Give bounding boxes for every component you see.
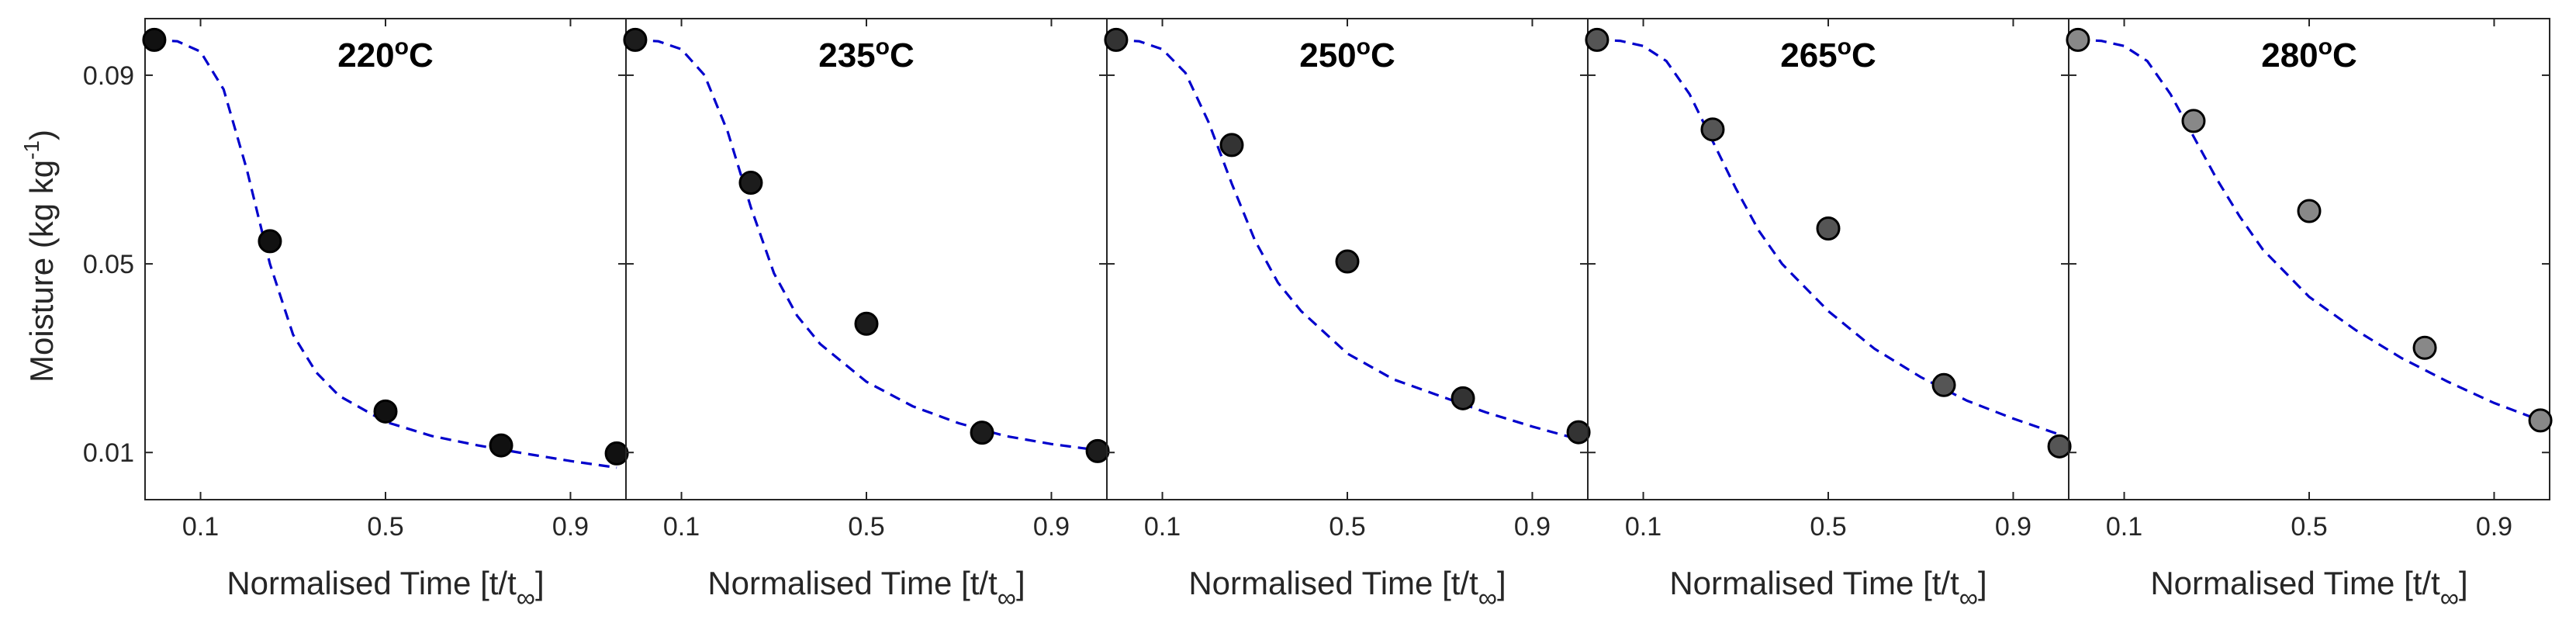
model-curve — [634, 38, 1098, 452]
data-point — [1700, 117, 1725, 142]
x-tick-label: 0.1 — [663, 512, 700, 542]
x-axis-label: Normalised Time [t/t∞] — [1188, 565, 1506, 613]
x-tick-label: 0.9 — [2476, 512, 2512, 542]
panel-1: 0.1 0.5 0.9 0.01 0.05 0.09 220oC Normalised Tim… — [83, 18, 629, 613]
data-point — [1566, 420, 1591, 445]
x-axis-label: Normalised Time [t/t∞] — [226, 565, 544, 613]
panel-4: 0.1 0.5 0.9 265oC Normalised Time [t/t∞] — [1585, 18, 2072, 613]
data-point — [2066, 27, 2090, 52]
x-tick-label: 0.1 — [1625, 512, 1661, 542]
panel-title: 220oC — [337, 34, 434, 74]
y-tick-label: 0.09 — [83, 61, 134, 91]
data-point — [2412, 335, 2437, 360]
x-tick-label: 0.5 — [1810, 512, 1846, 542]
data-point — [489, 433, 513, 458]
x-tick-label: 0.9 — [1514, 512, 1551, 542]
x-tick-label: 0.1 — [1144, 512, 1181, 542]
panel-title: 250oC — [1299, 34, 1395, 74]
y-axis-label: Moisture (kg kg-1) — [19, 130, 60, 382]
data-point — [1085, 438, 1110, 463]
x-axis-label: Normalised Time [t/t∞] — [1669, 565, 1986, 613]
x-tick-label: 0.5 — [2291, 512, 2327, 542]
data-point — [738, 171, 763, 196]
data-point — [970, 421, 994, 445]
x-tick-label: 0.1 — [2106, 512, 2142, 542]
data-point — [1451, 386, 1475, 410]
data-point — [2181, 109, 2206, 133]
panel-title: 280oC — [2261, 34, 2357, 74]
data-point — [142, 27, 167, 52]
data-point — [1585, 27, 1610, 52]
data-point — [1335, 249, 1360, 274]
data-point — [1219, 133, 1244, 158]
x-axis-label: Normalised Time [t/t∞] — [2150, 565, 2467, 613]
x-tick-label: 0.5 — [1329, 512, 1365, 542]
x-tick-label: 0.1 — [182, 512, 219, 542]
data-point — [373, 399, 398, 424]
data-point — [2047, 434, 2072, 459]
x-axis-label: Normalised Time [t/t∞] — [707, 565, 1025, 613]
data-point — [854, 311, 879, 336]
x-tick-label: 0.9 — [552, 512, 589, 542]
data-point — [1931, 372, 1956, 397]
model-curve — [2077, 38, 2541, 422]
data-point — [1816, 216, 1841, 241]
panel-3: 0.1 0.5 0.9 250oC Normalised Time [t/t∞] — [1104, 18, 1591, 613]
panels: 0.1 0.5 0.9 0.01 0.05 0.09 220oC Normalised Tim… — [83, 18, 2553, 613]
data-point — [2297, 199, 2322, 223]
data-point — [623, 27, 648, 52]
x-tick-label: 0.9 — [1033, 512, 1070, 542]
y-tick-label: 0.01 — [83, 438, 134, 468]
x-tick-label: 0.5 — [848, 512, 884, 542]
data-point — [604, 441, 629, 466]
data-point — [258, 229, 282, 254]
data-point — [2528, 408, 2553, 433]
panel-5: 0.1 0.5 0.9 280oC Normalised Time [t/t∞] — [2066, 18, 2553, 613]
data-point — [1104, 27, 1129, 52]
x-tick-label: 0.9 — [1995, 512, 2031, 542]
panel-title: 265oC — [1780, 34, 1876, 74]
x-tick-label: 0.5 — [367, 512, 403, 542]
panel-title: 235oC — [818, 34, 915, 74]
y-tick-label: 0.05 — [83, 250, 134, 279]
model-curve — [154, 38, 617, 469]
